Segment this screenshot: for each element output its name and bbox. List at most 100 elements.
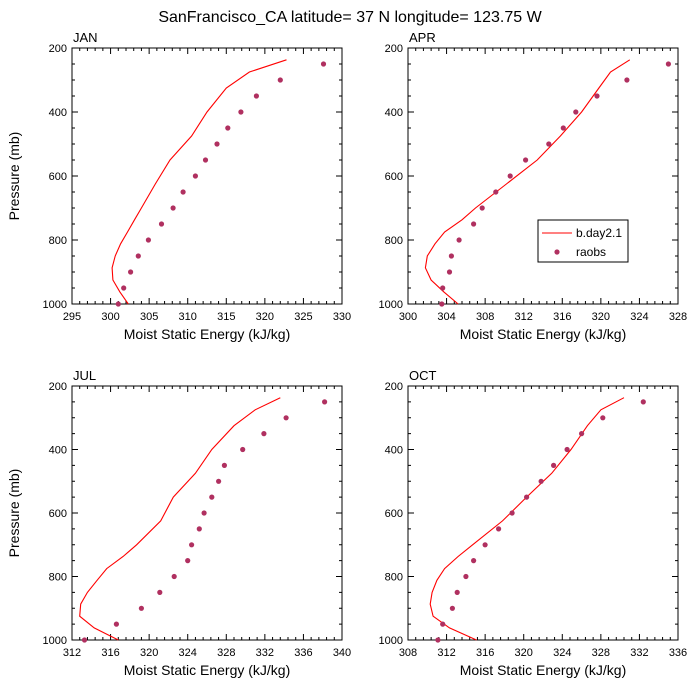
x-tick-label: 328 <box>669 311 687 323</box>
raob-point <box>471 221 477 227</box>
raob-point <box>202 157 209 163</box>
x-tick-label: 332 <box>256 647 274 659</box>
raob-point <box>435 637 441 643</box>
x-tick-label: 295 <box>63 311 81 323</box>
raob-point <box>322 399 328 405</box>
raob-point <box>253 93 259 99</box>
raob-point <box>157 589 163 596</box>
raob-point <box>113 621 119 627</box>
raob-point <box>209 494 215 500</box>
raob-point <box>509 510 515 516</box>
x-tick-label: 324 <box>630 311 648 323</box>
x-tick-label: 328 <box>592 647 610 659</box>
raob-point <box>449 605 455 611</box>
legend: b.day2.1 raobs <box>537 219 629 263</box>
x-tick-label: 340 <box>333 647 351 659</box>
y-tick-label: 200 <box>385 43 403 55</box>
raob-point <box>138 605 144 611</box>
raob-point <box>538 478 544 484</box>
raob-point <box>524 494 530 500</box>
x-tick-label: 316 <box>476 647 494 659</box>
panel-jul: JUL 312 316 320 324 328 332 336 340 200 400 600 800 1… <box>6 368 351 678</box>
x-tick-label: 330 <box>333 311 351 323</box>
raob-point <box>320 61 327 67</box>
model-profile-line <box>424 59 631 305</box>
raob-point <box>185 558 191 564</box>
raob-point <box>507 173 513 179</box>
x-tick-label: 320 <box>592 311 610 323</box>
panel-label: JUL <box>73 368 96 383</box>
raob-point <box>201 510 207 516</box>
legend-box <box>537 219 629 263</box>
raob-point <box>456 237 462 243</box>
raob-point <box>115 301 121 307</box>
raob-point <box>171 573 177 580</box>
y-tick-label: 400 <box>49 445 67 457</box>
y-tick-label: 800 <box>385 235 403 247</box>
raob-point <box>640 399 646 405</box>
x-tick-label: 325 <box>294 311 312 323</box>
raob-point <box>573 109 579 115</box>
y-tick-label: 1000 <box>379 299 403 311</box>
raob-point <box>192 173 198 179</box>
raob-point <box>277 77 283 83</box>
y-tick-label: 200 <box>385 381 403 393</box>
panel-label: APR <box>409 30 436 45</box>
y-tick-label: 400 <box>49 107 67 119</box>
y-tick-label: 400 <box>385 445 403 457</box>
x-tick-label: 316 <box>101 647 119 659</box>
x-axis-label: Moist Static Energy (kJ/kg) <box>124 662 291 678</box>
x-tick-label: 324 <box>179 647 197 659</box>
y-tick-label: 1000 <box>43 299 67 311</box>
x-tick-label: 304 <box>437 311 455 323</box>
y-axis-label: Pressure (mb) <box>6 469 22 558</box>
raob-point <box>496 526 502 532</box>
raob-point <box>261 431 267 437</box>
x-tick-label: 320 <box>140 647 158 659</box>
y-tick-label: 200 <box>49 381 67 393</box>
y-tick-label: 800 <box>49 235 67 247</box>
raob-point <box>594 93 600 99</box>
y-tick-label: 1000 <box>43 635 67 647</box>
raob-point <box>216 478 222 484</box>
raob-point <box>240 446 246 453</box>
model-profile-line <box>429 397 625 641</box>
raob-point <box>81 637 88 643</box>
raob-point <box>189 542 195 548</box>
raob-point <box>440 621 446 627</box>
panel-label: JAN <box>73 30 98 45</box>
raob-point <box>214 141 220 147</box>
panel-label: OCT <box>409 368 437 383</box>
x-tick-label: 310 <box>179 311 197 323</box>
raob-point <box>128 269 134 275</box>
model-profile-line <box>79 397 281 641</box>
raob-point <box>564 446 570 453</box>
y-tick-label: 800 <box>49 572 67 584</box>
y-tick-label: 1000 <box>379 635 403 647</box>
raob-point <box>479 205 485 211</box>
x-tick-label: 332 <box>630 647 648 659</box>
x-tick-label: 320 <box>256 311 274 323</box>
x-tick-label: 320 <box>515 647 533 659</box>
raob-point <box>471 558 477 564</box>
y-tick-label: 400 <box>385 107 403 119</box>
panel-jan: JAN 295 300 305 310 315 320 325 330 200 400 600 800 1… <box>6 30 351 342</box>
raob-point <box>238 109 244 115</box>
y-tick-label: 600 <box>385 508 403 520</box>
plot-frame <box>407 47 679 305</box>
raob-point <box>225 125 231 131</box>
y-tick-label: 600 <box>385 171 403 183</box>
x-tick-label: 312 <box>63 647 81 659</box>
raob-point <box>196 526 202 532</box>
raob-point <box>665 61 672 67</box>
raob-point <box>145 237 151 243</box>
raob-point <box>551 462 557 468</box>
x-tick-label: 300 <box>399 311 417 323</box>
x-tick-label: 336 <box>294 647 312 659</box>
legend-label-obs: raobs <box>576 245 606 259</box>
raob-point <box>158 221 165 227</box>
plot-frame <box>407 385 679 641</box>
x-tick-label: 316 <box>553 311 571 323</box>
x-axis-label: Moist Static Energy (kJ/kg) <box>460 326 627 342</box>
